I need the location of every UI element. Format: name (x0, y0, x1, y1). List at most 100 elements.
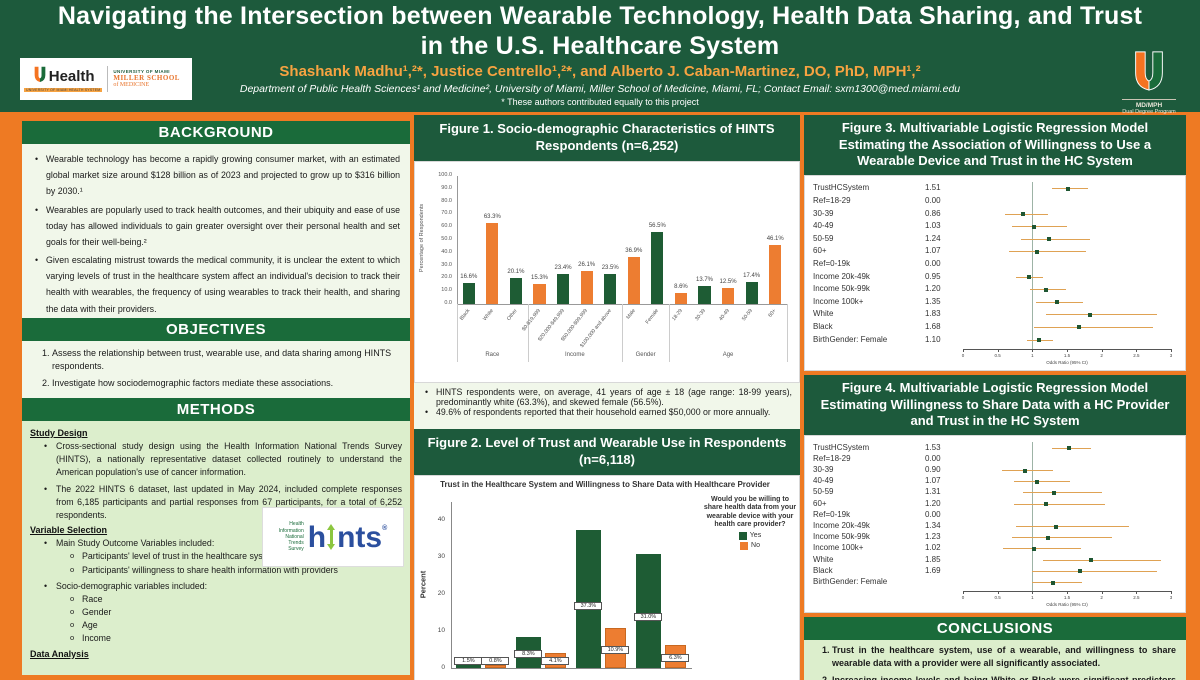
forest-row-value: 1.02 (925, 543, 941, 553)
forest-row-value: 1.10 (925, 334, 941, 344)
forest-row-value: 1.20 (925, 284, 941, 294)
objective-item: Assess the relationship between trust, w… (52, 347, 400, 373)
variable-selection-list: Main Study Outcome Variables included:Pa… (30, 537, 402, 646)
data-analysis-heading: Data Analysis (30, 648, 89, 659)
figure1-note: 49.6% of respondents reported that their… (422, 407, 792, 417)
x-axis-label: Odds Ratio (95% CI) (1046, 359, 1088, 365)
or-marker (1035, 249, 1040, 254)
figure4-title-text: Figure 4. Multivariable Logistic Regress… (820, 379, 1170, 429)
or-marker (1026, 275, 1031, 279)
x-tick (1171, 348, 1172, 352)
figure1-title: Figure 1. Socio-demographic Characterist… (414, 115, 800, 161)
ci-line (1032, 582, 1083, 583)
forest-row-value: 0.00 (925, 453, 941, 463)
legend-item: Yes (703, 531, 797, 540)
forest-row-label: White (813, 554, 834, 564)
bar-value-label: 0.8% (481, 657, 510, 665)
variable-selection-subitem: Participants' level of trust in the heal… (70, 550, 402, 563)
variable-selection-subitem: Age (70, 619, 402, 632)
x-tick-label: 1 (1031, 352, 1034, 358)
poster-header: Navigating the Intersection between Wear… (0, 0, 1200, 115)
forest-row-value: 1.34 (925, 521, 941, 530)
forest-row-label: Ref=0-19k (813, 258, 851, 268)
objective-item: Investigate how sociodemographic factors… (52, 377, 400, 390)
x-tick-label-text: 60+ (767, 308, 778, 319)
bar-value-label: 1.5% (454, 657, 483, 665)
forest-row-label: 50-59 (813, 487, 834, 497)
x-axis-label: Odds Ratio (95% CI) (1046, 601, 1088, 607)
x-tick-label: 1.5 (1063, 352, 1071, 358)
ci-line (1032, 570, 1158, 572)
objectives-section-header: OBJECTIVES (22, 318, 410, 341)
forest-row-value: 1.35 (925, 296, 941, 306)
plot-area (457, 176, 788, 305)
x-tick (1101, 348, 1103, 352)
forest-row-label: 60+ (813, 246, 827, 256)
x-tick-label-text: 50-59 (741, 308, 755, 323)
hints-word-prefix: h (307, 520, 327, 554)
forest-row-label: BirthGender: Female (813, 577, 888, 586)
uhealth-miller-logo: Health UNIVERSITY OF MIAMI HEALTH SYSTEM… (20, 58, 192, 100)
or-marker (1023, 468, 1028, 473)
legend-title: Would you be willing to share health dat… (703, 496, 797, 529)
ci-line (1013, 481, 1071, 483)
ci-line (1021, 238, 1090, 240)
md-mph-program-logo: MD/MPH Dual Degree Program (1114, 50, 1184, 115)
miller-line3: of MEDICINE (113, 82, 150, 89)
variable-selection-subitem: Participants' willingness to share healt… (70, 564, 402, 577)
y-tick-label: 0.0 (444, 300, 452, 306)
figure2-panel: Trust in the Healthcare System and Willi… (414, 475, 800, 680)
x-tick (1032, 348, 1034, 352)
ci-line (1022, 492, 1102, 494)
or-marker (1020, 212, 1025, 216)
program-line2: Dual Degree Program (1122, 109, 1176, 115)
forest-row-label: 50-59 (813, 233, 834, 243)
x-tick-label-text: White (482, 308, 496, 323)
y-tick-label: 10 (437, 627, 445, 635)
x-tick (1136, 348, 1138, 352)
x-tick (997, 348, 999, 352)
forest-row-value: 1.51 (925, 183, 941, 193)
x-tick-label-text: 30-39 (694, 308, 708, 323)
background-section-header: BACKGROUND (22, 121, 410, 144)
background-bullet-list: Wearable technology has become a rapidly… (22, 144, 410, 325)
hints-stack-line: National (285, 533, 304, 540)
conclusion-item: Trust in the healthcare system, use of a… (832, 644, 1176, 670)
registered-mark: ® (382, 525, 388, 533)
bar-value-label: 56.5% (648, 222, 666, 229)
miami-u-icon (32, 66, 48, 88)
forest-row-value: 1.31 (925, 487, 941, 497)
figure4-title: Figure 4. Multivariable Logistic Regress… (804, 375, 1186, 435)
x-tick-label: 3 (1169, 594, 1173, 600)
forest-row-value: 1.24 (925, 233, 941, 243)
forest-row-label: Income 20k-49k (813, 521, 870, 530)
or-marker (1077, 325, 1082, 330)
figure4-forest-plot: TrustHCSystem 1.53 Ref=18-29 0.00 30-39 0.90 4… (805, 436, 1185, 612)
bar (462, 282, 475, 304)
x-tick-label: 2 (1100, 352, 1103, 358)
forest-row-label: Income 50k-99k (813, 532, 870, 542)
bar-no (484, 665, 507, 668)
hints-wordmark: h nts ® (307, 520, 388, 554)
forest-row-label: TrustHCSystem (813, 183, 870, 193)
x-tick-label: 0.5 (994, 594, 1001, 600)
bar-value-label: 8.6% (674, 283, 688, 290)
x-tick-label-text: 18-29 (670, 308, 684, 323)
x-tick-label-text: $0-$19,999 (521, 308, 543, 333)
ci-line (1003, 548, 1081, 550)
conclusions-list: Trust in the healthcare system, use of a… (810, 642, 1180, 680)
bar (509, 278, 523, 304)
ci-line (1051, 188, 1088, 190)
bar-value-label: 16.6% (460, 273, 478, 280)
forest-row-value: 1.20 (925, 498, 941, 508)
logo-divider (1122, 99, 1176, 100)
hints-stack-line: Trends (288, 540, 304, 547)
x-tick-label-text: Female (644, 308, 661, 326)
forest-row-value: 0.00 (925, 258, 941, 268)
variable-selection-subitem: Race (70, 593, 402, 606)
y-tick-label: 90.0 (441, 184, 452, 191)
variable-selection-subitem: Gender (70, 606, 402, 619)
y-tick-label: 10.0 (441, 287, 452, 294)
uhealth-subtext: UNIVERSITY OF MIAMI HEALTH SYSTEM (24, 88, 103, 93)
x-tick (1101, 590, 1103, 594)
